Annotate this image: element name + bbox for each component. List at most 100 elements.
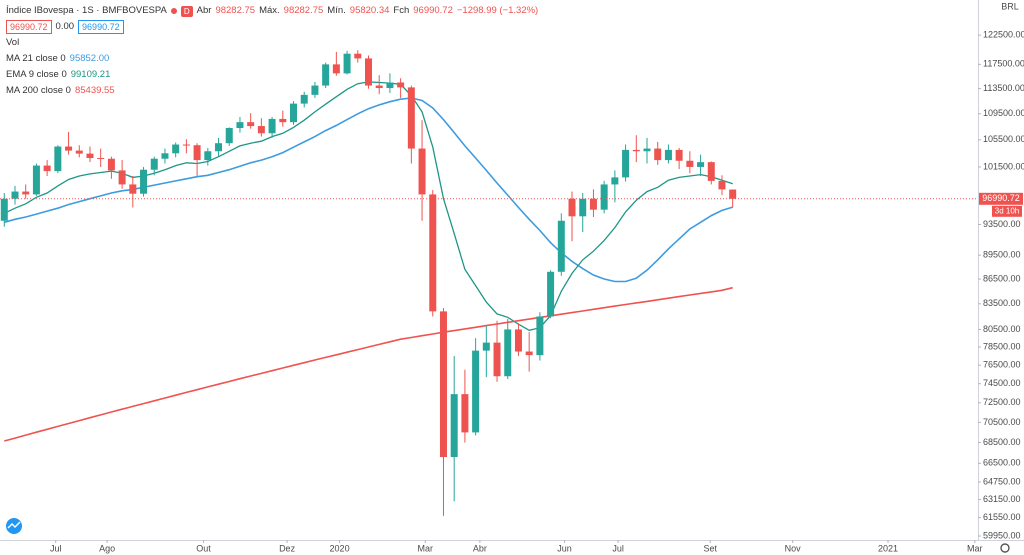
legend-name: MA 21 close 0 <box>6 53 66 64</box>
change: −1298.99 (−1.32%) <box>456 5 539 16</box>
status-dot <box>170 8 177 14</box>
candle-body <box>172 144 180 154</box>
legend-value: 85439.55 <box>74 85 115 96</box>
y-tick-label: 70500.00 <box>983 417 1021 427</box>
candle-body <box>675 149 683 161</box>
x-tick-label: Abr <box>473 543 487 553</box>
y-tick-label: 64750.00 <box>983 476 1021 486</box>
low-label: Mín. <box>327 5 346 16</box>
y-tick-label: 105500.00 <box>983 134 1024 144</box>
candle-body <box>311 85 319 95</box>
legend-name: EMA 9 close 0 <box>6 69 67 80</box>
x-tick-label: Jun <box>557 543 572 553</box>
candle-body <box>161 153 169 159</box>
candle-body <box>43 165 51 172</box>
sell-box[interactable]: 96990.72 <box>6 20 52 34</box>
candle-body <box>579 198 587 217</box>
y-tick-label: 101500.00 <box>983 161 1024 171</box>
candle-body <box>697 162 705 167</box>
legend-row: EMA 9 close 0 99109.21 <box>6 67 538 83</box>
legend-row: MA 21 close 0 95852.00 <box>6 51 538 67</box>
candle-body <box>589 198 597 210</box>
y-tick-label: 109500.00 <box>983 108 1024 118</box>
candle-body <box>600 184 608 210</box>
candle-body <box>632 149 640 152</box>
countdown-badge <box>992 205 1022 217</box>
y-tick-label: 93500.00 <box>983 219 1021 229</box>
candle-body <box>461 394 469 433</box>
candle-body <box>290 103 298 123</box>
x-tick-label: Ago <box>99 543 115 553</box>
y-tick-label: 117500.00 <box>983 59 1024 69</box>
candle-body <box>622 149 630 178</box>
candle-body <box>514 329 522 352</box>
y-tick-label: 89500.00 <box>983 250 1021 260</box>
indicator-line <box>4 97 733 283</box>
candle-body <box>86 153 94 159</box>
candle-body <box>0 198 8 221</box>
candle-body <box>418 148 426 195</box>
y-tick-label: 86500.00 <box>983 273 1021 283</box>
x-tick-label: Jul <box>50 543 62 553</box>
title-row: Índice IBovespa · 1S · BMFBOVESPA D Abr 9… <box>6 3 538 19</box>
interval-badge[interactable]: D <box>180 5 193 17</box>
candle-body <box>65 146 73 151</box>
title: Índice IBovespa · 1S · BMFBOVESPA <box>6 5 167 16</box>
x-tick-label: Set <box>703 543 717 553</box>
candle-body <box>257 126 265 134</box>
x-tick-label: Mar <box>418 543 434 553</box>
candle-body <box>107 158 115 171</box>
candle-body <box>300 94 308 104</box>
settings-icon[interactable] <box>1000 543 1010 553</box>
candle-body <box>118 170 126 185</box>
candle-body <box>129 184 137 194</box>
close-value: 96990.72 <box>413 5 453 16</box>
candle-body <box>322 64 330 86</box>
y-tick-label: 68500.00 <box>983 437 1021 447</box>
candle-body <box>364 58 372 86</box>
y-tick-label: 72500.00 <box>983 397 1021 407</box>
candle-body <box>525 351 533 356</box>
candle-body <box>32 165 40 195</box>
x-tick-label: 2021 <box>878 543 898 553</box>
open-value: 98282.75 <box>215 5 256 16</box>
candle-body <box>611 177 619 185</box>
candle-body <box>450 394 458 458</box>
candle-body <box>236 122 244 129</box>
y-tick-label: 78500.00 <box>983 341 1021 351</box>
candle-body <box>557 220 565 272</box>
candle-body <box>643 148 651 152</box>
candle-body <box>429 194 437 312</box>
y-tick-label: 61550.00 <box>983 512 1021 522</box>
legend-name: MA 200 close 0 <box>6 85 71 96</box>
candle-body <box>729 189 737 199</box>
volume-label: Vol <box>6 37 20 48</box>
candle-body <box>664 149 672 161</box>
close-label: Fch <box>393 5 410 16</box>
series-legend: MA 21 close 0 95852.00 EMA 9 close 0 99109.… <box>6 51 538 99</box>
logo <box>6 518 22 534</box>
y-tick-label: 59950.00 <box>983 530 1021 540</box>
legend-value: 95852.00 <box>69 53 110 64</box>
y-tick-label: 113500.00 <box>983 83 1024 93</box>
x-tick-label: Out <box>196 543 211 553</box>
candle-body <box>686 160 694 167</box>
candle-body <box>22 191 30 195</box>
last-price-badge <box>979 192 1023 205</box>
last-price-label: 96990.72 <box>982 193 1020 203</box>
candle-body <box>182 144 190 146</box>
y-tick-label: 122500.00 <box>983 30 1024 40</box>
candle-body <box>439 311 447 458</box>
candle-body <box>150 158 158 170</box>
buy-box[interactable]: 96990.72 <box>78 20 124 34</box>
candle-body <box>11 191 19 199</box>
candle-body <box>193 145 201 161</box>
x-tick-label: Nov <box>785 543 802 553</box>
y-tick-label: 80500.00 <box>983 324 1021 334</box>
candle-body <box>354 53 362 59</box>
high-value: 98282.75 <box>283 5 324 16</box>
y-tick-label: 76500.00 <box>983 360 1021 370</box>
candle-body <box>204 151 212 161</box>
